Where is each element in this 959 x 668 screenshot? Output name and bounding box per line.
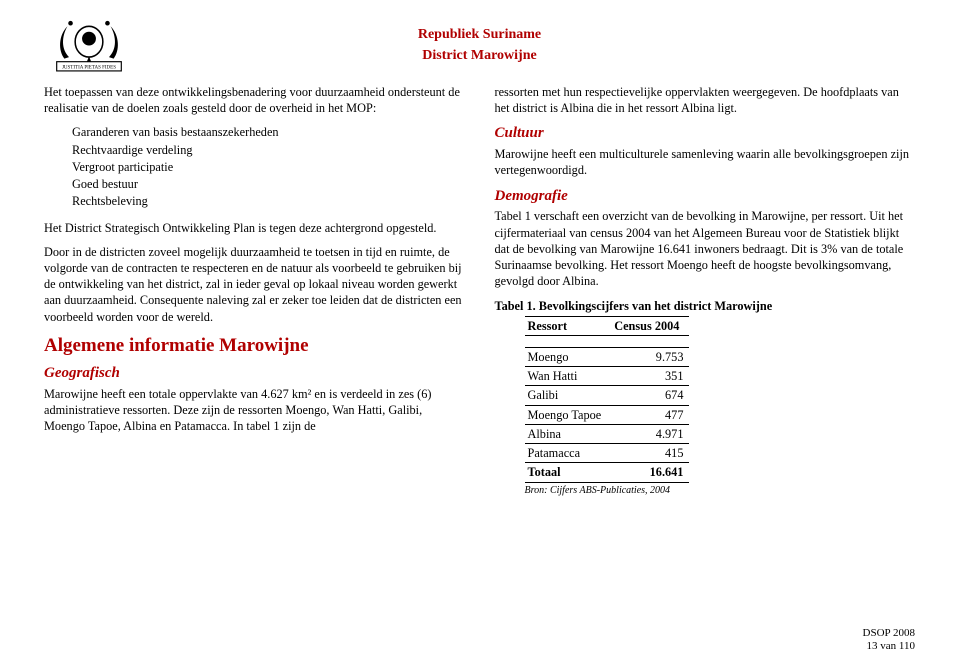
subheading-cultuur: Cultuur: [495, 124, 916, 144]
page-header: JUSTITIA PIETAS FIDES Republiek Suriname…: [44, 24, 915, 66]
right-p-cult: Marowijne heeft een multiculturele samen…: [495, 146, 916, 178]
subheading-demografie: Demografie: [495, 187, 916, 207]
col-header-census: Census 2004: [611, 316, 689, 335]
table-row-total: Totaal16.641: [525, 463, 690, 482]
bullet: Vergroot participatie: [72, 159, 465, 175]
left-column: Het toepassen van deze ontwikkelingsbena…: [44, 84, 465, 497]
table-title: Tabel 1. Bevolkingscijfers van het distr…: [495, 298, 916, 314]
right-column: ressorten met hun respectievelijke opper…: [495, 84, 916, 497]
section-heading-main: Algemene informatie Marowijne: [44, 333, 465, 358]
table-row: Albina4.971: [525, 424, 690, 443]
table-source: Bron: Cijfers ABS-Publicaties, 2004: [525, 484, 916, 497]
bullet: Goed bestuur: [72, 176, 465, 192]
table-header-row: Ressort Census 2004: [525, 316, 690, 335]
footer-line-2: 13 van 110: [863, 640, 915, 654]
page-footer: DSOP 2008 13 van 110: [863, 627, 915, 655]
left-p1: Het toepassen van deze ontwikkelingsbena…: [44, 84, 465, 116]
table-row: Moengo9.753: [525, 348, 690, 367]
left-p4: Marowijne heeft een totale oppervlakte v…: [44, 386, 465, 435]
table-row: Patamacca415: [525, 444, 690, 463]
footer-line-1: DSOP 2008: [863, 627, 915, 641]
bullet: Garanderen van basis bestaanszekerheden: [72, 124, 465, 140]
svg-text:JUSTITIA PIETAS FIDES: JUSTITIA PIETAS FIDES: [62, 66, 116, 71]
content-columns: Het toepassen van deze ontwikkelingsbena…: [44, 84, 915, 497]
col-header-ressort: Ressort: [525, 316, 612, 335]
table-spacer-row: [525, 336, 690, 348]
left-p2: Het District Strategisch Ontwikkeling Pl…: [44, 220, 465, 236]
table-row: Galibi674: [525, 386, 690, 405]
right-p1: ressorten met hun respectievelijke opper…: [495, 84, 916, 116]
subheading-geografisch: Geografisch: [44, 364, 465, 384]
bullet: Rechtvaardige verdeling: [72, 142, 465, 158]
table-row: Moengo Tapoe477: [525, 405, 690, 424]
header-line-1: Republiek Suriname: [44, 24, 915, 45]
bullet-block: Garanderen van basis bestaanszekerheden …: [72, 124, 465, 209]
population-table: Ressort Census 2004 Moengo9.753 Wan Hatt…: [525, 316, 690, 483]
header-line-2: District Marowijne: [44, 45, 915, 66]
left-p3: Door in de districten zoveel mogelijk du…: [44, 244, 465, 325]
right-p-demo: Tabel 1 verschaft een overzicht van de b…: [495, 208, 916, 289]
bullet: Rechtsbeleving: [72, 193, 465, 209]
coat-of-arms-icon: JUSTITIA PIETAS FIDES: [50, 14, 128, 74]
table-row: Wan Hatti351: [525, 367, 690, 386]
